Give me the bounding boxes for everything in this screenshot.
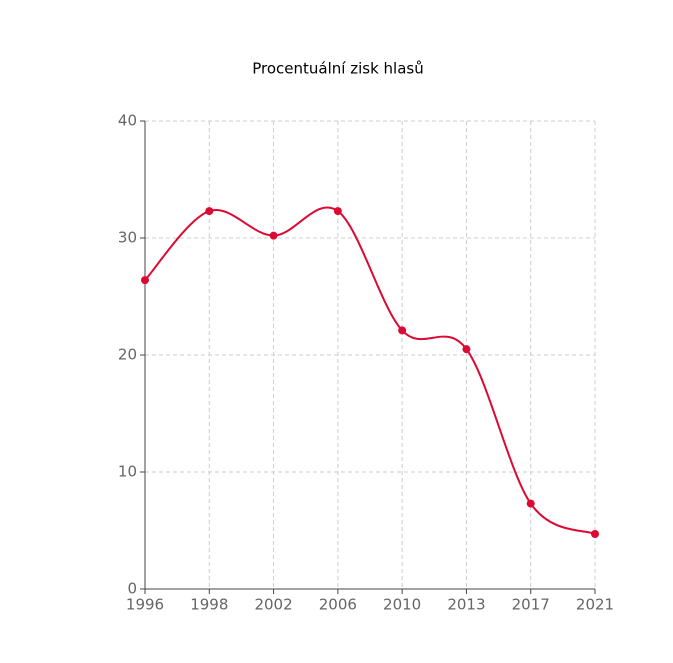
point	[462, 345, 471, 354]
x-tick-label: 2006	[319, 596, 357, 614]
y-tick-label: 10	[118, 463, 137, 481]
line	[144, 206, 596, 535]
x-tick-label: 2021	[576, 596, 614, 614]
y-tick-label: 20	[118, 346, 137, 364]
x-tick-label: 2010	[383, 596, 421, 614]
x-tick-label: 2013	[447, 596, 485, 614]
point	[526, 499, 535, 508]
x-tick-label: 1996	[126, 596, 164, 614]
y-tick-label: 30	[118, 229, 137, 247]
point	[333, 207, 342, 216]
point	[398, 326, 407, 335]
x-tick-label: 2017	[512, 596, 550, 614]
y-tick-label: 40	[118, 112, 137, 130]
x-tick-label: 1998	[190, 596, 228, 614]
point	[591, 530, 599, 539]
y-tick-label: 0	[127, 580, 137, 598]
point	[269, 231, 278, 240]
chart-title: Procentuální zisk hlasů	[252, 60, 423, 78]
point	[141, 276, 149, 285]
point	[205, 207, 214, 216]
x-tick-label: 2002	[254, 596, 292, 614]
